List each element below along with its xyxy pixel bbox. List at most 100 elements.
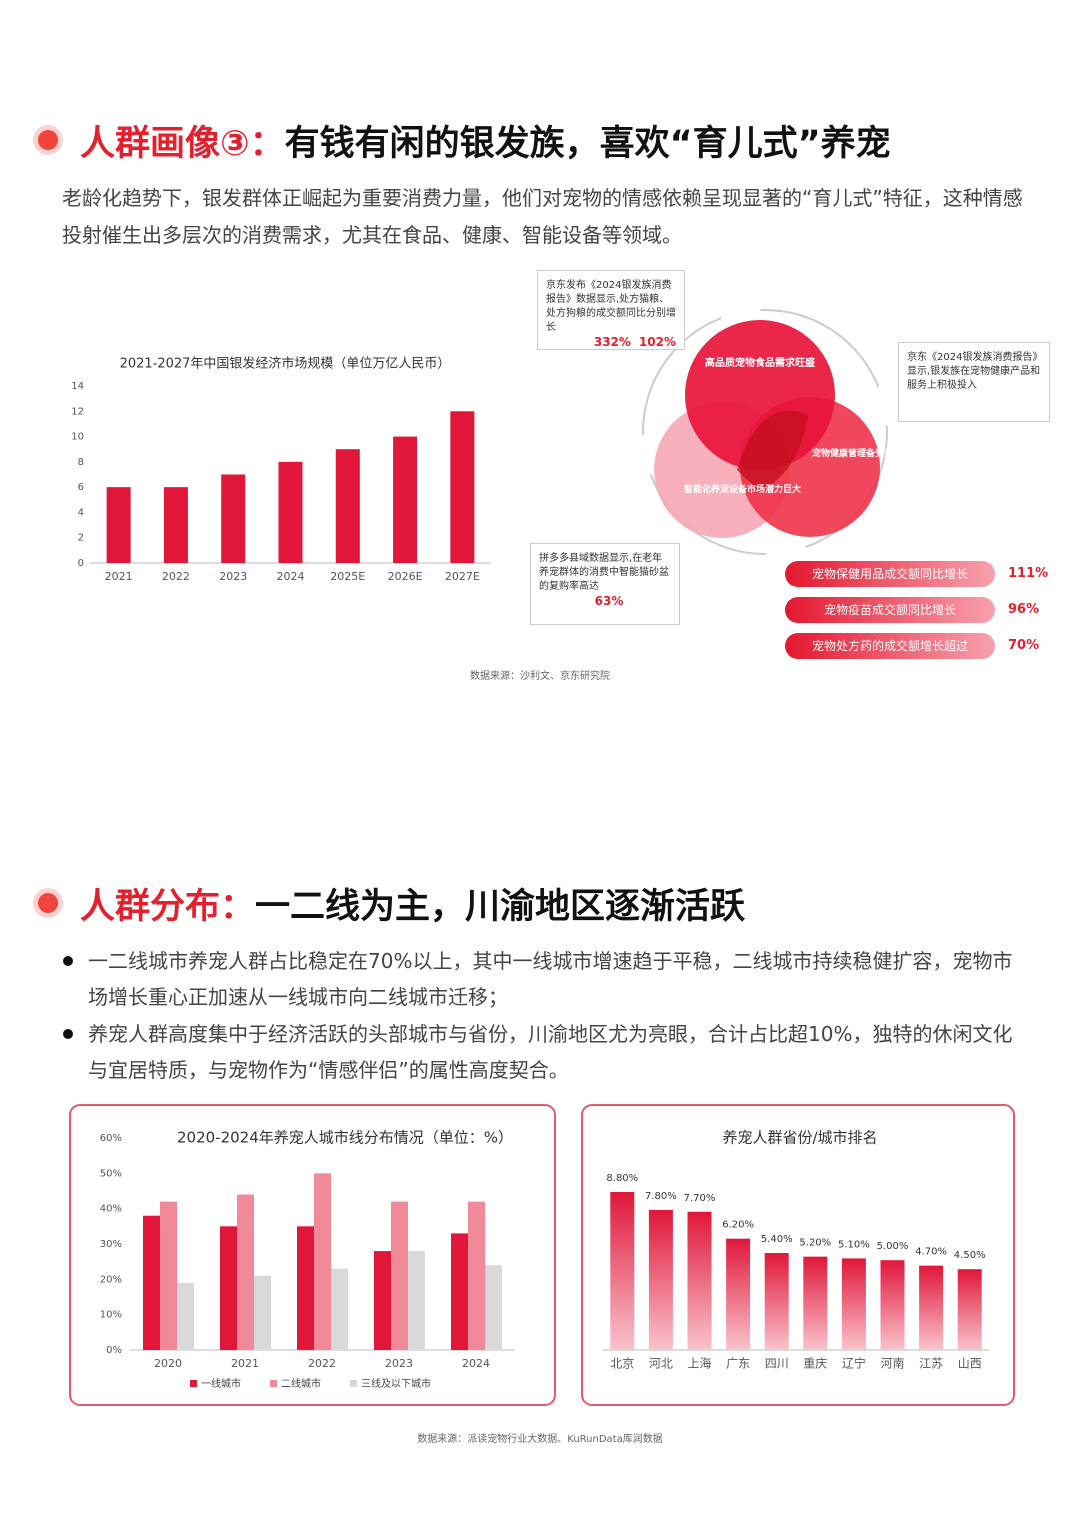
value-label: 7.80% [645,1191,677,1202]
y-tick-label: 10 [71,432,84,443]
bar [391,1201,408,1350]
bar [237,1194,254,1350]
note-highlights: 63% [539,594,671,608]
note: 京东发布《2024银发族消费报告》数据显示,处方猫粮、处方狗粮的成交额同比分别增… [537,270,685,350]
x-tick-label: 山西 [958,1357,982,1371]
bar [957,1269,982,1350]
y-tick-label: 2 [78,533,84,544]
bar [163,487,188,563]
x-tick-label: 2026E [388,570,423,583]
bullet-list: 一二线城市养宠人群占比稳定在70%以上，其中一线城市增速趋于平稳，二线城市持续稳… [62,943,1022,1089]
note: 京东《2024银发族消费报告》显示,银发族在宠物健康产品和服务上积极投入 [898,342,1050,422]
highlight: 102% [638,335,676,349]
bar [374,1251,391,1350]
bar [726,1238,751,1350]
bar [919,1265,944,1350]
cycle-ring [642,309,888,555]
x-tick-label: 2025E [330,570,365,583]
highlight: 332% [593,335,631,349]
bullet: 养宠人群高度集中于经济活跃的头部城市与省份，川渝地区尤为亮眼，合计占比超10%，… [62,1016,1022,1088]
chart-title: 养宠人群省份/城市排名 [722,1129,877,1147]
circle-label: 智能化养宠设备市场潜力巨大 [684,483,801,495]
value-label: 5.20% [799,1238,831,1249]
y-tick-label: 30% [100,1239,122,1250]
x-tick-label: 河北 [649,1357,673,1371]
highlight: 63% [594,594,624,608]
value-label: 5.40% [761,1234,793,1245]
bullet: 一二线城市养宠人群占比稳定在70%以上，其中一线城市增速趋于平稳，二线城市持续稳… [62,943,1022,1015]
paragraph: 老龄化趋势下，银发群体正崛起为重要消费力量，他们对宠物的情感依赖呈现显著的“育儿… [62,186,1023,247]
bar [687,1211,712,1350]
bar [335,449,360,563]
legend-label: 二线城市 [281,1377,321,1390]
bar [331,1268,348,1350]
value-label: 6.20% [722,1220,754,1231]
bar [648,1209,673,1350]
bar [220,1226,237,1350]
x-tick-label: 2022 [162,570,190,583]
x-tick-label: 上海 [687,1356,711,1371]
source: 数据来源：派读宠物行业大数据、KuRunData库润数据 [417,1434,663,1445]
section-title: 人群分布：一二线为主，川渝地区逐渐活跃 [80,878,745,929]
x-tick-label: 2024 [462,1357,490,1370]
title-text: 一二线为主，川渝地区逐渐活跃 [255,887,746,927]
value-label: 5.00% [877,1241,909,1252]
bar [314,1173,331,1350]
bar [221,474,246,563]
value-label: 4.50% [954,1250,986,1261]
title-highlight: 人群分布： [80,887,256,927]
bar [393,436,418,563]
stat-value: 96% [1008,602,1040,617]
y-tick-label: 0 [78,558,84,569]
y-tick-label: 4 [78,507,84,518]
value-label: 5.10% [838,1239,870,1250]
bullet-dot [38,893,58,913]
x-tick-label: 2024 [277,570,305,583]
x-tick-label: 2021 [105,570,133,583]
y-tick-label: 10% [100,1310,122,1321]
bar [177,1282,194,1350]
legend-label: 三线及以下城市 [361,1377,431,1390]
y-tick-label: 40% [100,1204,122,1215]
x-tick-label: 2020 [154,1357,182,1370]
y-tick-label: 14 [71,381,84,392]
circle-label: 宠物健康管理备受关注 [812,447,902,459]
bar [880,1260,905,1350]
bar [297,1226,314,1350]
value-label: 7.70% [684,1193,716,1204]
source: 数据来源：沙利文、京东研究院 [470,671,610,682]
bar [143,1215,160,1350]
x-tick-label: 辽宁 [842,1356,866,1371]
bar [841,1258,866,1350]
x-tick-label: 重庆 [803,1357,827,1371]
circle-label: 宠物健康管理备受关注 [812,447,902,459]
note-highlights: 332% 102% [546,335,676,349]
note-text: 京东发布《2024银发族消费报告》数据显示,处方猫粮、处方狗粮的成交额同比分别增… [546,280,676,333]
x-tick-label: 2023 [385,1357,413,1370]
y-tick-label: 50% [100,1168,122,1179]
stat-label: 宠物处方药的成交额增长超过 [785,633,995,659]
y-tick-label: 0% [106,1345,122,1356]
bar [408,1251,425,1350]
x-tick-label: 河南 [880,1356,904,1371]
y-tick-label: 8 [78,457,84,468]
legend-swatch [270,1380,277,1387]
title-highlight: 人群画像③： [80,124,285,164]
legend-label: 一线城市 [201,1377,241,1390]
x-tick-label: 2027E [445,570,480,583]
legend-swatch [350,1380,357,1387]
bar [764,1253,789,1350]
bar [451,1233,468,1350]
stat-value: 111% [1008,566,1049,581]
x-tick-label: 2022 [308,1357,336,1370]
bar [160,1201,177,1350]
overlap [737,410,808,492]
note: 拼多多县域数据显示,在老年养宠群体的消费中智能猫砂盆的复购率高达 63% [530,543,680,625]
stat-label: 宠物疫苗成交额同比增长 [785,597,995,623]
stat-label: 宠物保健用品成交额同比增长 [785,561,995,587]
bar [106,487,131,563]
note-text: 京东《2024银发族消费报告》显示,银发族在宠物健康产品和服务上积极投入 [907,352,1041,391]
y-tick-label: 20% [100,1274,122,1285]
